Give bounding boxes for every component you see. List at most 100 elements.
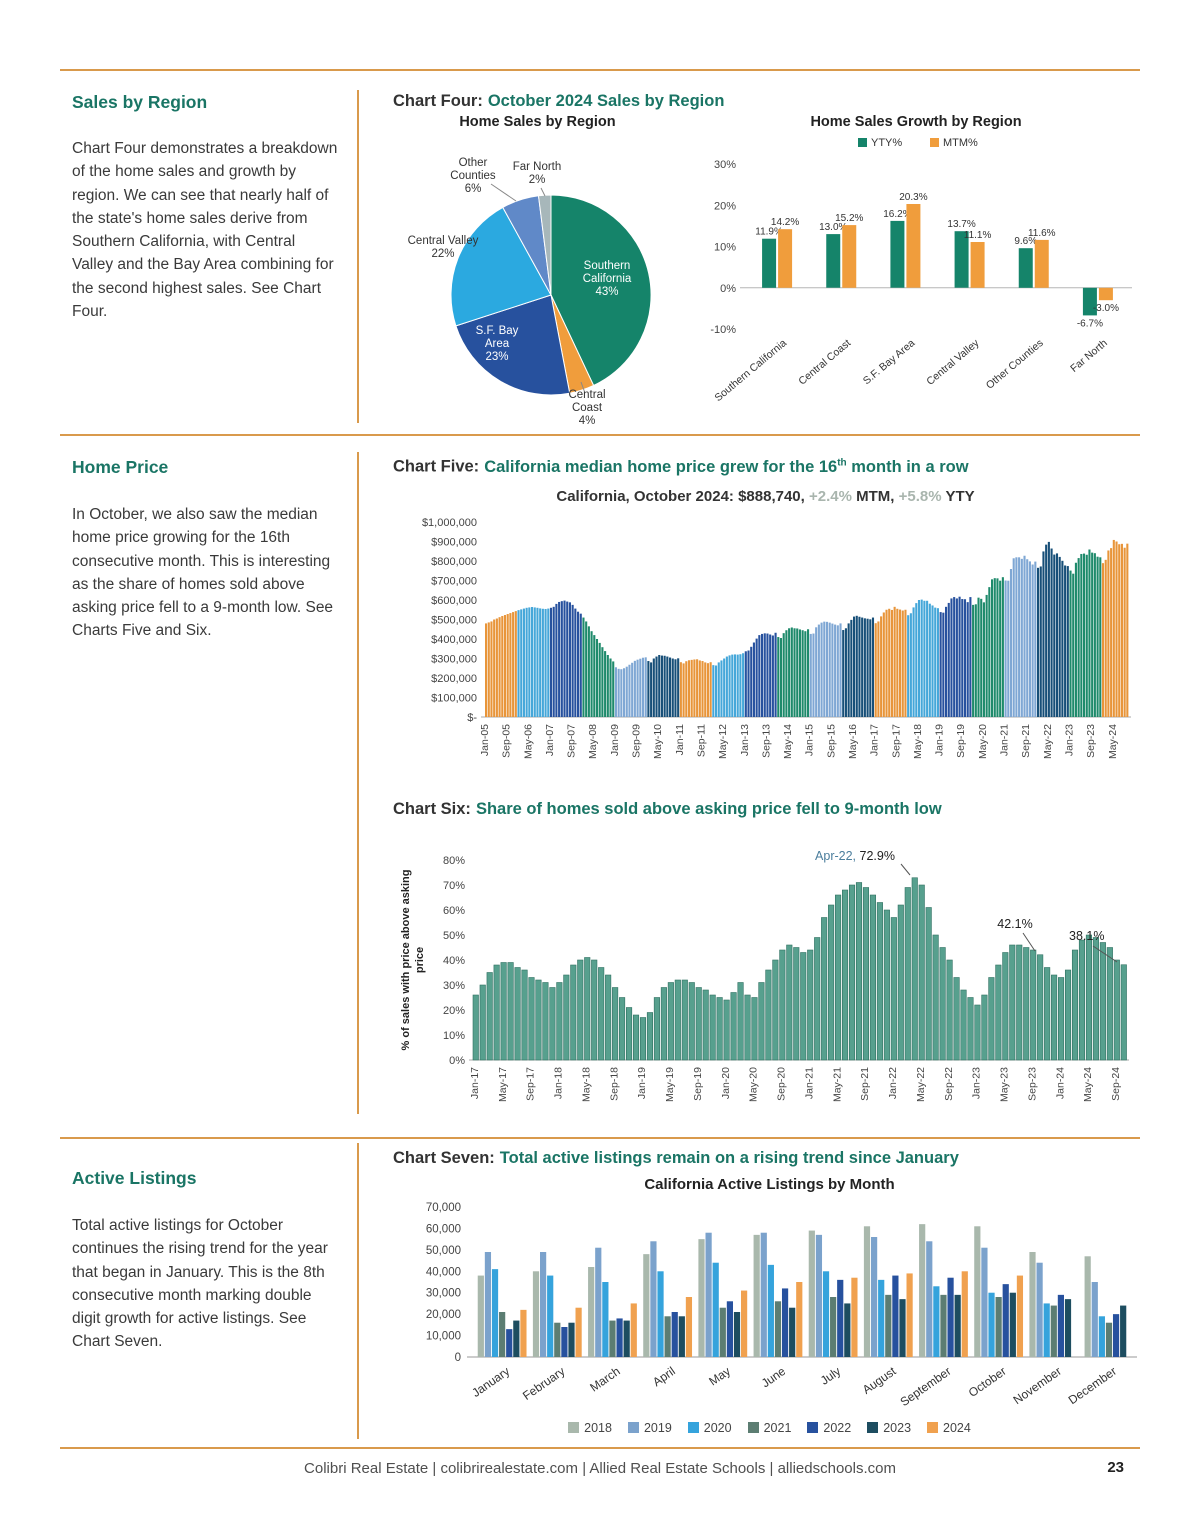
svg-text:10%: 10%: [443, 1030, 465, 1042]
svg-text:Jan-09: Jan-09: [609, 724, 621, 756]
svg-text:May-19: May-19: [664, 1067, 676, 1102]
svg-text:May-17: May-17: [497, 1067, 509, 1102]
svg-text:California: California: [583, 273, 632, 285]
svg-text:70%: 70%: [443, 880, 465, 892]
svg-text:6%: 6%: [465, 183, 482, 195]
svg-text:S.F. Bay: S.F. Bay: [476, 325, 519, 337]
chart-seven-title: Total active listings remain on a rising…: [499, 1149, 959, 1167]
svg-text:30%: 30%: [443, 980, 465, 992]
legend-item-2021: 2021: [747, 1421, 791, 1435]
svg-text:January: January: [469, 1364, 512, 1400]
legend-swatch: [627, 1422, 639, 1433]
svg-text:42.1%: 42.1%: [997, 917, 1032, 931]
svg-text:July: July: [818, 1364, 844, 1388]
svg-text:March: March: [587, 1364, 622, 1395]
svg-text:43%: 43%: [595, 286, 618, 298]
pie-slices: [450, 194, 652, 396]
svg-text:Jan-19: Jan-19: [934, 724, 946, 756]
svg-text:$600,000: $600,000: [431, 595, 477, 607]
svg-text:70,000: 70,000: [426, 1202, 461, 1214]
chart-five-title-text: month in a row: [846, 457, 969, 476]
svg-text:Sep-19: Sep-19: [692, 1067, 704, 1101]
svg-text:May-20: May-20: [748, 1067, 760, 1102]
home-sales-growth-bar-chart: YTY% MTM% 30% 20% 10% 0% -10%Southern Californ…: [710, 137, 1132, 404]
above-asking-share-bar-chart: % of sales with price above asking price 0…: [400, 849, 1129, 1102]
legend-swatch: [867, 1422, 879, 1433]
legend-swatch: [927, 1422, 939, 1433]
svg-text:September: September: [898, 1364, 954, 1409]
svg-text:% of sales with price above as: % of sales with price above asking: [400, 870, 412, 1051]
svg-text:Jan-07: Jan-07: [544, 724, 556, 756]
divider-section-3: [60, 1137, 1140, 1139]
svg-text:Sep-22: Sep-22: [943, 1067, 955, 1101]
pie-chart-block: Home Sales by Region Southern California 4…: [385, 114, 690, 430]
svg-text:Sep-13: Sep-13: [760, 724, 772, 758]
svg-text:Jan-23: Jan-23: [971, 1067, 983, 1099]
axis: $100,000 $200,000 $300,000 $400,000 $500,000…: [422, 517, 1131, 759]
svg-text:4%: 4%: [579, 415, 596, 427]
chart-four-label: Chart Four:: [393, 92, 483, 110]
svg-text:Sep-07: Sep-07: [566, 724, 578, 758]
section-body-active-listings: Total active listings for October contin…: [72, 1217, 328, 1351]
svg-text:June: June: [759, 1364, 789, 1391]
svg-text:May: May: [706, 1364, 733, 1388]
legend-swatch: [747, 1422, 759, 1433]
svg-text:30,000: 30,000: [426, 1288, 461, 1300]
svg-text:Sep-20: Sep-20: [776, 1067, 788, 1101]
svg-text:Sep-17: Sep-17: [890, 724, 902, 758]
svg-text:0: 0: [455, 1352, 461, 1364]
svg-text:May-21: May-21: [831, 1067, 843, 1102]
legend-label: 2020: [703, 1421, 732, 1435]
svg-text:$400,000: $400,000: [431, 634, 477, 646]
svg-text:20.3%: 20.3%: [899, 192, 927, 203]
annotations: Apr-22, 72.9% 42.1% 38.1%: [815, 849, 1118, 963]
section-divider-vertical: [357, 452, 359, 1114]
chart-five-title-text: California median home price grew for th…: [484, 457, 838, 476]
svg-text:$900,000: $900,000: [431, 537, 477, 549]
legend-item-2019: 2019: [627, 1421, 672, 1435]
svg-text:80%: 80%: [443, 855, 465, 867]
divider-top: [60, 69, 1140, 71]
legend-label: 2024: [943, 1421, 971, 1435]
active-listings-chart-title: California Active Listings by Month: [644, 1176, 895, 1193]
svg-text:$700,000: $700,000: [431, 576, 477, 588]
svg-text:Jan-17: Jan-17: [469, 1067, 481, 1099]
svg-text:40%: 40%: [443, 955, 465, 967]
svg-text:May-16: May-16: [847, 724, 859, 759]
svg-text:38.1%: 38.1%: [1069, 929, 1104, 943]
legend-label: 2019: [643, 1421, 672, 1435]
svg-text:YTY%: YTY%: [871, 137, 902, 149]
svg-text:30%: 30%: [714, 159, 736, 171]
svg-text:Sep-21: Sep-21: [859, 1067, 871, 1101]
svg-text:Sep-15: Sep-15: [825, 724, 837, 758]
svg-text:Sep-24: Sep-24: [1110, 1067, 1122, 1101]
svg-text:Sep-18: Sep-18: [608, 1067, 620, 1101]
legend-label: 2022: [823, 1421, 852, 1435]
bars: [472, 877, 1127, 1061]
legend-item-2020: 2020: [687, 1421, 732, 1435]
svg-text:MTM%: MTM%: [943, 137, 978, 149]
svg-text:-3.0%: -3.0%: [1093, 303, 1119, 314]
legend-label: 2018: [584, 1421, 612, 1435]
pie-chart-title: Home Sales by Region: [459, 114, 616, 130]
chart-seven-label: Chart Seven:: [393, 1149, 495, 1167]
section-heading-active-listings: Active Listings: [72, 1168, 197, 1188]
chart-five-title: California median home price grew for th…: [484, 457, 969, 476]
svg-text:13.0%: 13.0%: [819, 222, 847, 233]
svg-text:11.6%: 11.6%: [1028, 228, 1056, 239]
growth-chart-block: Home Sales Growth by Region YTY% MTM% 30% 2…: [690, 114, 1142, 424]
svg-text:May-18: May-18: [580, 1067, 592, 1102]
legend-label: 2023: [883, 1421, 912, 1435]
legend-item-2024: 2024: [927, 1421, 971, 1435]
divider-footer: [60, 1447, 1140, 1449]
svg-text:May-18: May-18: [912, 724, 924, 759]
svg-text:-6.7%: -6.7%: [1077, 318, 1103, 329]
svg-text:20%: 20%: [443, 1005, 465, 1017]
svg-text:Jan-20: Jan-20: [720, 1067, 732, 1099]
page-footer: Colibri Real Estate | colibrirealestate.…: [304, 1460, 896, 1477]
svg-text:60,000: 60,000: [426, 1223, 461, 1235]
chart-four-heading: Chart Four: October 2024 Sales by Region: [393, 92, 724, 111]
svg-text:May-23: May-23: [999, 1067, 1011, 1102]
